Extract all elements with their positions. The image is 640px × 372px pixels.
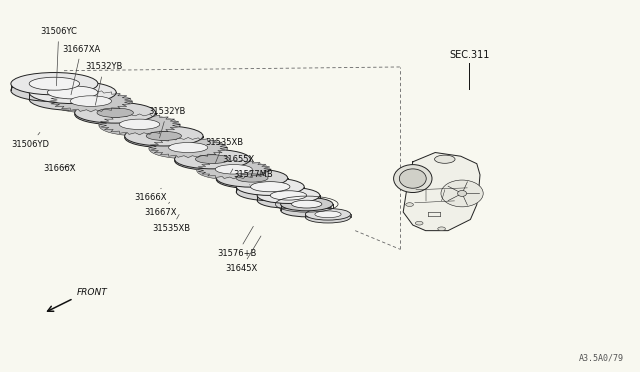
Text: 31577MB: 31577MB [234,170,273,185]
Polygon shape [196,160,271,179]
Ellipse shape [315,211,341,218]
Text: 31667XA: 31667XA [62,45,100,95]
Ellipse shape [236,183,304,201]
Polygon shape [149,138,227,158]
Ellipse shape [75,102,156,123]
Text: 31666X: 31666X [44,164,76,173]
Ellipse shape [175,151,250,170]
Ellipse shape [11,79,98,102]
Ellipse shape [215,164,252,174]
Ellipse shape [168,142,208,153]
Ellipse shape [125,126,203,146]
Ellipse shape [435,155,455,163]
Ellipse shape [399,169,426,188]
Ellipse shape [305,211,351,223]
Text: 31655X: 31655X [222,155,254,173]
Ellipse shape [280,198,333,211]
Text: SEC.311: SEC.311 [449,49,490,60]
Ellipse shape [119,119,160,129]
Polygon shape [403,153,480,231]
Ellipse shape [458,190,467,196]
Text: 31535XB: 31535XB [152,215,191,233]
Text: 31506YD: 31506YD [12,132,49,149]
Polygon shape [49,90,132,112]
Ellipse shape [236,174,268,182]
Ellipse shape [29,77,79,90]
Ellipse shape [257,192,320,208]
Text: 31535XB: 31535XB [205,138,243,163]
Ellipse shape [29,88,116,110]
Ellipse shape [216,170,288,189]
Ellipse shape [47,86,98,99]
Ellipse shape [149,139,227,159]
Ellipse shape [280,203,333,217]
Text: 31576+B: 31576+B [218,226,257,258]
Ellipse shape [99,115,180,136]
Polygon shape [99,114,180,135]
Ellipse shape [97,108,133,118]
Ellipse shape [236,178,304,195]
Ellipse shape [29,81,116,103]
Text: 31506YC: 31506YC [40,27,77,86]
Ellipse shape [415,221,423,225]
Text: 31532YB: 31532YB [85,62,122,105]
Ellipse shape [305,208,351,220]
Ellipse shape [270,191,307,200]
Ellipse shape [438,227,445,231]
Ellipse shape [406,203,413,206]
Ellipse shape [441,180,483,207]
Text: 31666X: 31666X [134,188,167,202]
Text: FRONT: FRONT [77,288,108,297]
Text: 31645X: 31645X [225,236,261,273]
Ellipse shape [70,96,111,106]
Ellipse shape [49,92,132,113]
Text: 31532YB: 31532YB [148,107,186,138]
Ellipse shape [175,150,250,169]
Ellipse shape [196,161,271,180]
Ellipse shape [292,200,322,208]
Ellipse shape [146,131,182,141]
Text: A3.5A0/79: A3.5A0/79 [579,354,624,363]
Ellipse shape [125,127,203,147]
Ellipse shape [195,155,230,164]
Ellipse shape [257,187,320,203]
Ellipse shape [394,164,432,193]
Text: 31667X: 31667X [144,202,177,217]
Ellipse shape [250,182,290,192]
Ellipse shape [11,73,98,95]
Ellipse shape [216,169,288,187]
Ellipse shape [75,104,156,125]
